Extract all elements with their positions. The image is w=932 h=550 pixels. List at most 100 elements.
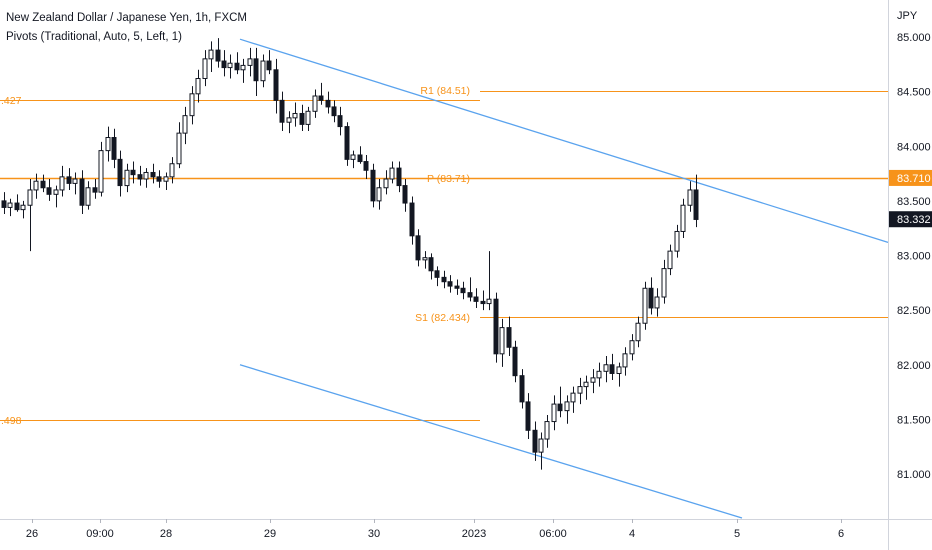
- candle-down: [331, 106, 337, 117]
- price-tick-label: 84.000: [897, 141, 931, 153]
- candle-down: [325, 99, 331, 108]
- candle-down: [253, 58, 259, 82]
- candle-up: [486, 298, 492, 305]
- candle-up: [674, 230, 680, 252]
- candle-up: [169, 163, 175, 178]
- pivot-label-s1: S1 (82.434): [415, 312, 470, 324]
- candle-down: [512, 346, 518, 377]
- candle-down: [532, 429, 538, 453]
- candle-down: [156, 176, 162, 182]
- candle-down: [111, 137, 117, 160]
- candle-down: [402, 185, 408, 204]
- candle-down: [454, 285, 460, 289]
- candle-down: [46, 187, 52, 195]
- candle-down: [14, 202, 20, 211]
- candle-down: [434, 270, 440, 278]
- candle-up: [247, 58, 253, 66]
- candle-down: [1, 200, 7, 208]
- candle-down: [221, 60, 227, 69]
- candle-down: [415, 235, 421, 261]
- candle-down: [234, 62, 240, 71]
- candle-up: [98, 150, 104, 193]
- candle-down: [40, 180, 46, 189]
- pivot-label-p: P (83.71): [427, 173, 470, 185]
- candle-down: [150, 171, 156, 178]
- candle-up: [7, 202, 13, 208]
- candle-down: [92, 187, 98, 193]
- candle-down: [266, 60, 272, 71]
- candle-down: [693, 189, 699, 220]
- candle-up: [590, 377, 596, 383]
- candle-down: [79, 178, 85, 206]
- pivot-price-tag: [889, 169, 932, 186]
- candle-up: [376, 187, 382, 202]
- candle-up: [635, 322, 641, 342]
- price-tick-label: 84.500: [897, 87, 931, 99]
- candle-down: [409, 202, 415, 237]
- candle-down: [493, 298, 499, 355]
- time-tick-label: 09:00: [86, 528, 114, 540]
- candle-up: [189, 93, 195, 117]
- price-tag-label: 83.710: [897, 173, 931, 185]
- price-axis[interactable]: 85.000 84.500 84.000 83.500 83.000 82.500 82.0…: [897, 32, 931, 481]
- candle-down: [519, 375, 525, 403]
- trendline-layer[interactable]: [239, 38, 889, 519]
- candle-down: [467, 292, 473, 298]
- candle-up: [260, 60, 266, 82]
- candle-down: [273, 69, 279, 101]
- candle-down: [66, 176, 72, 184]
- pivot-label-r1: R1 (84.51): [420, 85, 470, 97]
- lower-channel-line[interactable]: [239, 364, 743, 519]
- price-tick-label: 82.000: [897, 360, 931, 372]
- pivot-label-r1: .427: [1, 95, 22, 107]
- upper-channel-line[interactable]: [239, 38, 889, 244]
- price-tick-label: 81.500: [897, 414, 931, 426]
- candle-up: [59, 176, 65, 191]
- candle-up: [389, 167, 395, 180]
- candle-up: [570, 392, 576, 403]
- candle-down: [130, 169, 136, 176]
- candle-up: [577, 386, 583, 394]
- time-axis[interactable]: 26 09:00 28 29 30 2023 06:00 4 5 6: [26, 519, 844, 540]
- price-tick-label: 83.000: [897, 251, 931, 263]
- candle-up: [208, 49, 214, 60]
- indicator-title[interactable]: Pivots (Traditional, Auto, 5, Left, 1): [6, 31, 182, 43]
- candle-up: [163, 176, 169, 182]
- candle-up: [33, 180, 39, 191]
- candle-up: [583, 381, 589, 388]
- time-tick-label: 26: [26, 528, 38, 540]
- candle-down: [337, 115, 343, 128]
- candle-down: [279, 99, 285, 123]
- candle-up: [72, 178, 78, 184]
- candle-up: [105, 137, 111, 152]
- candle-down: [363, 161, 369, 171]
- candle-up: [654, 296, 660, 309]
- candle-down: [441, 276, 447, 283]
- candle-up: [564, 401, 570, 412]
- time-tick-label: 29: [264, 528, 276, 540]
- candle-up: [383, 178, 389, 189]
- candle-up: [240, 64, 246, 71]
- candle-up: [603, 364, 609, 372]
- candle-up: [286, 117, 292, 123]
- candle-down: [609, 364, 615, 374]
- time-tick-label: 2023: [462, 528, 486, 540]
- candle-up: [422, 257, 428, 261]
- price-tick-label: 81.000: [897, 469, 931, 481]
- price-tick-label: 85.000: [897, 32, 931, 44]
- symbol-title[interactable]: New Zealand Dollar / Japanese Yen, 1h, F…: [6, 12, 247, 24]
- candle-up: [124, 169, 130, 187]
- price-tags: 83.710 83.332: [889, 169, 932, 228]
- candle-layer: [1, 38, 699, 470]
- candle-down: [344, 126, 350, 160]
- candle-up: [305, 110, 311, 125]
- candle-up: [312, 95, 318, 112]
- currency-label: JPY: [897, 10, 918, 22]
- candle-up: [538, 438, 544, 453]
- candle-up: [680, 204, 686, 232]
- time-tick-label: 30: [368, 528, 380, 540]
- candle-down: [480, 300, 486, 305]
- candle-up: [195, 78, 201, 95]
